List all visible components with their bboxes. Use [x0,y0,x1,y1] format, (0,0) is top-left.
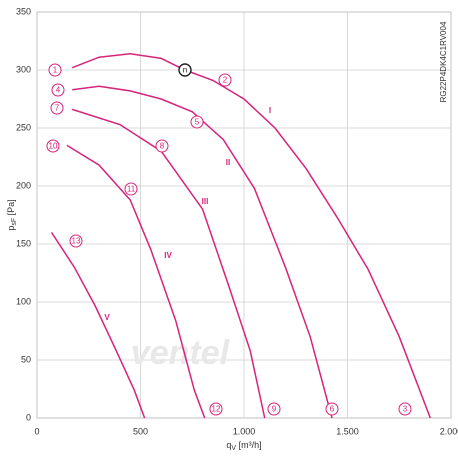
annotation-label: 12 [212,405,221,414]
annotation-label: 3 [403,405,408,414]
curve-label: IV [164,251,172,260]
annotation-circle [48,63,62,77]
annotation-circle [267,402,281,416]
y-tick-label: 200 [16,180,31,190]
y-tick-label: 150 [16,238,31,248]
annotation-label: 6 [330,405,335,414]
annotation-circle [51,83,65,97]
annotation-circle [50,101,64,115]
fan-curve [50,231,146,419]
annotation-label: 8 [160,142,165,151]
annotation-circle [178,63,192,77]
annotation-circle [398,402,412,416]
x-tick-label: 1.000 [233,426,256,436]
annotation-label: 10 [49,142,58,151]
annotation-circle [325,402,339,416]
x-tick-label: 2.000 [440,426,458,436]
y-label-unit: [Pa] [6,199,16,218]
annotation-circle [46,139,60,153]
annotation-label: 2 [223,76,228,85]
y-tick-label: 350 [16,6,31,16]
fan-curve [71,53,432,419]
annotation-circle [209,402,223,416]
fan-curve [72,85,333,419]
curve-label: II [226,158,230,167]
x-label-sub: V [231,445,236,452]
y-label-sub: sF [11,218,18,226]
x-label-unit: [m³/h] [236,440,262,450]
x-tick-label: 500 [133,426,148,436]
x-label-main: q [226,440,231,450]
annotation-label: 1 [53,66,58,75]
annotation-circle [69,234,83,248]
y-tick-label: 100 [16,296,31,306]
curve-label: III [202,197,209,206]
annotation-label: 9 [272,405,277,414]
annotation-label: 11 [127,185,136,194]
y-label-main: p [6,226,16,231]
y-tick-label: 50 [21,354,31,364]
fan-curve [71,108,266,419]
x-axis-label: qV [m³/h] [226,440,261,451]
x-tick-label: 1.500 [336,426,359,436]
fan-curve [66,144,206,419]
y-tick-label: 250 [16,122,31,132]
y-axis-label: psF [Pa] [6,199,17,230]
annotation-label: 7 [55,104,60,113]
annotation-circle [124,182,138,196]
annotation-label: 5 [195,118,200,127]
y-tick-label: 0 [26,412,31,422]
curve-label: V [104,313,110,322]
y-tick-label: 300 [16,64,31,74]
annotation-label: n [183,66,187,75]
annotation-circle [190,115,204,129]
annotation-circle [218,73,232,87]
annotation-label: 4 [56,86,61,95]
x-tick-label: 0 [34,426,39,436]
curve-label: I [269,106,271,115]
side-text: RG22P4DK4C1RV004 [439,21,448,102]
annotation-circle [155,139,169,153]
annotation-label: 13 [72,237,81,246]
